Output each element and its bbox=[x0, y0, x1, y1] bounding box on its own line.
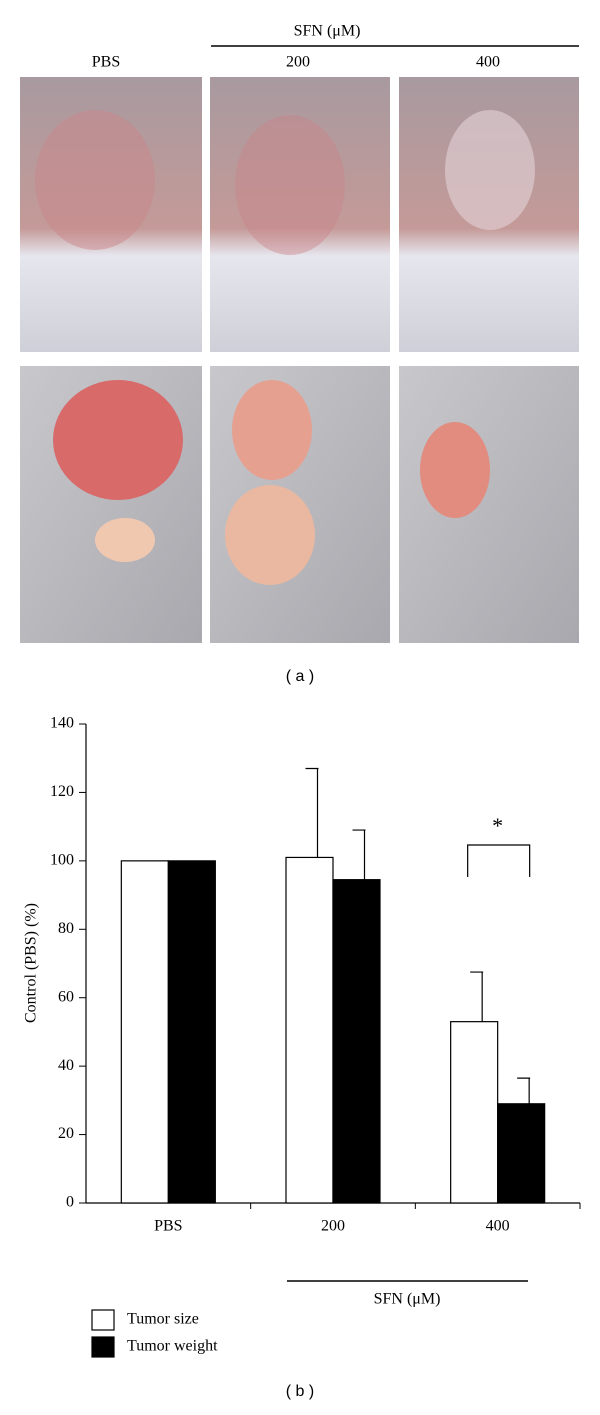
x-tick-label: PBS bbox=[154, 1218, 182, 1235]
bar bbox=[120, 860, 169, 1204]
photo-detail bbox=[95, 518, 155, 562]
photo-detail bbox=[420, 422, 490, 518]
bar bbox=[332, 879, 381, 1204]
y-tick-label: 60 bbox=[58, 988, 74, 1005]
x-tick-label: 400 bbox=[486, 1218, 510, 1235]
y-axis-label: Control (PBS) (%) bbox=[23, 903, 40, 1023]
y-tick-label: 140 bbox=[50, 715, 74, 732]
column-label: 400 bbox=[476, 54, 500, 71]
y-tick-label: 80 bbox=[58, 920, 74, 937]
photo-detail bbox=[232, 380, 312, 480]
bar bbox=[450, 1021, 499, 1204]
legend-label: Tumor size bbox=[127, 1311, 199, 1328]
column-label: 200 bbox=[286, 54, 310, 71]
photo-detail bbox=[445, 110, 535, 230]
photo-detail bbox=[235, 115, 345, 255]
error-bar bbox=[470, 971, 484, 1022]
error-bar bbox=[305, 767, 319, 858]
y-tick-label: 100 bbox=[50, 852, 74, 869]
x-group-label: SFN (μM) bbox=[374, 1291, 441, 1308]
column-label: PBS bbox=[92, 54, 120, 71]
y-tick-label: 120 bbox=[50, 783, 74, 800]
photos bbox=[20, 77, 579, 643]
photo-detail bbox=[225, 485, 315, 585]
photo-detail bbox=[35, 110, 155, 250]
error-bar bbox=[517, 1077, 531, 1104]
photo-detail bbox=[53, 380, 183, 500]
y-tick-label: 0 bbox=[66, 1194, 74, 1211]
y-tick-label: 20 bbox=[58, 1125, 74, 1142]
legend-swatch bbox=[91, 1309, 115, 1331]
error-bar bbox=[352, 829, 366, 880]
bar bbox=[167, 860, 216, 1204]
x-tick-label: 200 bbox=[321, 1218, 345, 1235]
annotation: * bbox=[492, 813, 503, 838]
bar bbox=[497, 1103, 546, 1204]
bar bbox=[285, 856, 334, 1204]
legend-swatch bbox=[91, 1336, 115, 1358]
group-label: SFN (μM) bbox=[294, 23, 361, 40]
y-tick-label: 40 bbox=[58, 1057, 74, 1074]
panel-label: ( b ) bbox=[286, 1383, 314, 1400]
legend-label: Tumor weight bbox=[127, 1338, 218, 1355]
photo bbox=[399, 366, 579, 643]
panel-label: ( a ) bbox=[286, 668, 314, 685]
significance-bracket bbox=[467, 844, 531, 877]
photo bbox=[210, 77, 390, 352]
